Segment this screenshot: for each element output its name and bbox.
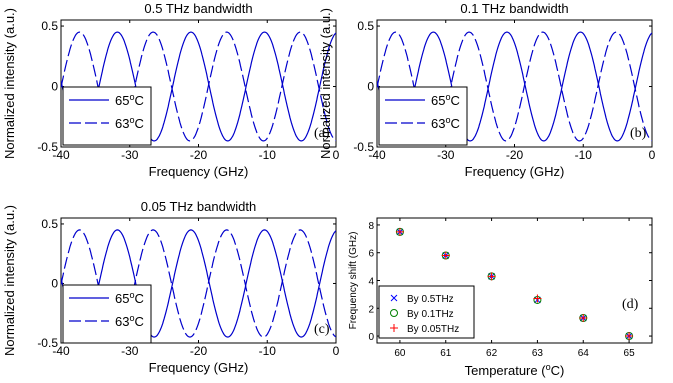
x-tick-label: -20: [506, 148, 524, 162]
legend-marker-o: [390, 309, 398, 317]
legend-label-1: By 0.5THz: [407, 294, 454, 305]
x-tick-label: -10: [259, 344, 277, 358]
x-tick-label: 60: [394, 348, 406, 359]
chart-panel-2: -40 -30 -20 -10 0 -0.5 0 0.5 0.1 THz bandwidth Fr…: [318, 1, 656, 179]
x-tick-label: -30: [121, 344, 139, 358]
x-tick-label: 65: [624, 348, 636, 359]
legend-box: [378, 86, 468, 146]
y-tick-label: 0: [367, 80, 374, 94]
y-tick-label: 0.5: [41, 19, 58, 33]
x-tick-label: 64: [578, 348, 590, 359]
chart-panel-3: -40 -30 -20 -10 0 -0.5 0 0.5 0.05 THz bandwidth F…: [2, 199, 340, 375]
x-tick-label: 0: [333, 148, 340, 162]
legend: 65oC 63oC: [62, 284, 152, 344]
chart-title: 0.5 THz bandwidth: [144, 1, 252, 16]
legend-label-1: 65oC: [115, 92, 144, 108]
y-tick-label: -0.5: [37, 140, 58, 154]
y-tick-label: 0: [51, 276, 58, 290]
y-axis-label: Normalized intensity (a.u.): [2, 8, 17, 159]
legend-marker-x: [390, 294, 398, 302]
legend-label-2: 63oC: [431, 115, 460, 131]
legend-box: [62, 86, 152, 146]
panel-label: (c): [314, 322, 330, 337]
panel-label: (d): [622, 297, 639, 312]
x-tick-label: -10: [575, 148, 593, 162]
y-tick-label: 8: [368, 221, 374, 232]
series-line-1: [61, 229, 336, 338]
x-axis-label: Frequency (GHz): [465, 164, 565, 179]
x-tick-label: -40: [52, 148, 70, 162]
data-point-plus: [579, 314, 588, 322]
x-tick-label: 63: [532, 348, 544, 359]
legend-label-2: 63oC: [115, 115, 144, 131]
y-axis-label: Frequency shift (GHz): [348, 232, 359, 330]
data-point-plus: [625, 332, 634, 341]
chart-panel-4: 60 61 62 63 64 65 0 2 4 6 8 Temperature (oC) Frequen…: [348, 217, 653, 378]
legend-label-1: 65oC: [431, 92, 460, 108]
y-tick-label: 6: [368, 249, 374, 260]
legend-label-2: By 0.1THz: [407, 309, 454, 320]
y-axis-label: Normalized intensity (a.u.): [318, 8, 333, 159]
x-tick-label: -40: [368, 148, 386, 162]
legend-label-1: 65oC: [115, 290, 144, 306]
x-tick-label: -30: [121, 148, 139, 162]
x-axis-label: Frequency (GHz): [149, 360, 249, 375]
x-axis-label: Temperature (oC): [465, 362, 565, 378]
y-tick-label: 0.5: [357, 19, 374, 33]
legend: 65oC 63oC: [62, 86, 152, 146]
y-tick-label: -0.5: [353, 140, 374, 154]
y-tick-label: 0: [51, 80, 58, 94]
x-tick-label: 62: [486, 348, 498, 359]
x-axis-label: Frequency (GHz): [149, 164, 249, 179]
y-tick-label: 2: [368, 304, 374, 315]
series-line-2: [377, 31, 652, 142]
series-line-1: [377, 31, 652, 142]
x-tick-label: -20: [190, 344, 208, 358]
chart-title: 0.05 THz bandwidth: [141, 199, 256, 214]
data-point-plus: [533, 294, 542, 303]
series-line-1: [61, 31, 336, 142]
legend-box: [62, 284, 152, 344]
data-point-plus: [395, 227, 404, 236]
x-tick-label: 0: [333, 344, 340, 358]
y-tick-label: 0: [368, 332, 374, 343]
legend: By 0.5THz By 0.1THz By 0.05THz: [378, 285, 475, 339]
x-tick-label: 0: [649, 148, 656, 162]
legend-box: [378, 285, 475, 339]
y-tick-label: 0.5: [41, 217, 58, 231]
y-axis-label: Normalized intensity (a.u.): [2, 205, 17, 356]
chart-title: 0.1 THz bandwidth: [460, 1, 568, 16]
legend-label-2: 63oC: [115, 313, 144, 329]
x-tick-label: -30: [437, 148, 455, 162]
x-tick-label: -10: [259, 148, 277, 162]
panel-label: (b): [630, 126, 647, 141]
series-line-2: [61, 31, 336, 142]
data-point-plus: [441, 251, 450, 260]
data-point-plus: [487, 272, 496, 281]
chart-panel-1: -40 -30 -20 -10 0 -0.5 0 0.5 0.5 THz bandwidth Fr…: [2, 1, 340, 179]
y-tick-label: -0.5: [37, 336, 58, 350]
x-tick-label: -20: [190, 148, 208, 162]
x-tick-label: -40: [52, 344, 70, 358]
legend-marker-plus: [390, 324, 398, 332]
legend: 65oC 63oC: [378, 86, 468, 146]
legend-label-3: By 0.05THz: [407, 324, 459, 335]
y-tick-label: 4: [368, 277, 374, 288]
x-tick-label: 61: [440, 348, 452, 359]
panel-label: (a): [314, 126, 330, 141]
